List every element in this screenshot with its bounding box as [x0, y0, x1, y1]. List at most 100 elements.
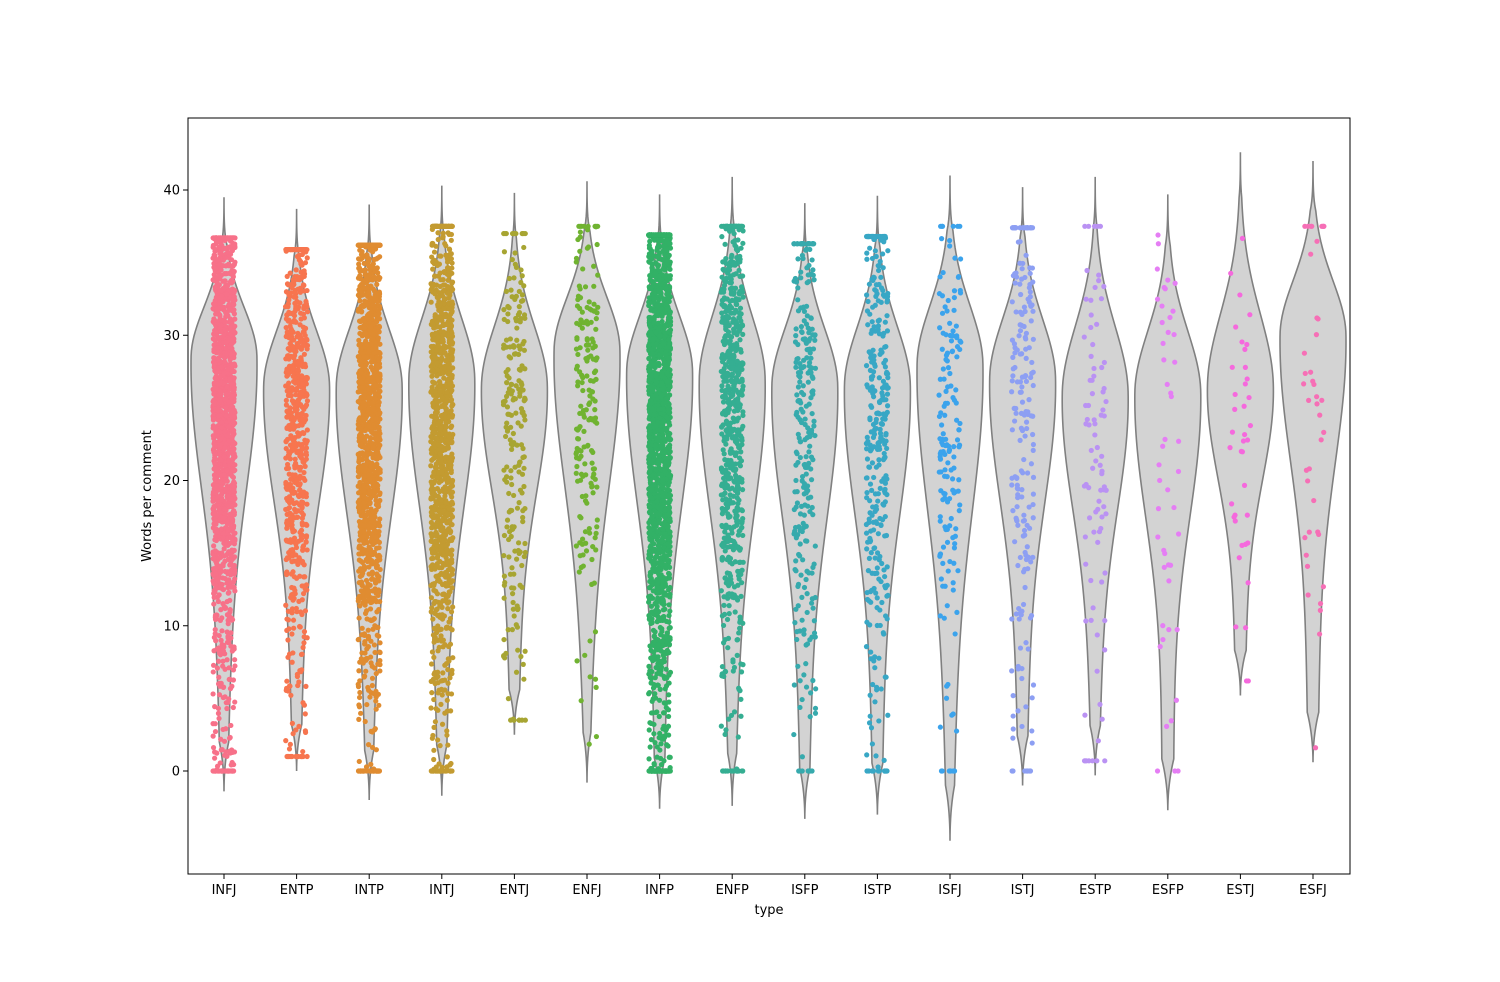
data-point [231, 385, 237, 391]
data-point [220, 515, 226, 521]
data-point [357, 388, 363, 395]
data-point [214, 665, 220, 671]
data-point [593, 316, 599, 322]
data-point [299, 262, 305, 268]
data-point [210, 691, 216, 697]
data-point [293, 408, 299, 414]
data-point [355, 637, 361, 643]
data-point [283, 738, 289, 744]
data-point [231, 289, 237, 295]
data-point [211, 566, 217, 572]
data-point [303, 392, 310, 398]
data-point [593, 547, 599, 553]
data-point [365, 395, 371, 401]
data-point [213, 521, 219, 527]
data-point [443, 419, 449, 425]
data-point [583, 342, 590, 348]
data-point [373, 565, 380, 571]
data-point [366, 687, 372, 693]
data-point [509, 294, 515, 300]
data-point [377, 316, 383, 322]
data-point [428, 595, 435, 601]
data-point [300, 381, 306, 387]
data-point [211, 511, 218, 517]
data-point [292, 319, 298, 325]
data-point [373, 534, 379, 540]
data-point [503, 474, 510, 480]
data-point [218, 329, 224, 335]
data-point [449, 260, 455, 266]
data-point [449, 299, 455, 305]
data-point [576, 223, 582, 229]
data-point [374, 609, 380, 615]
data-point [377, 476, 383, 482]
data-point [231, 413, 237, 419]
data-point [362, 285, 368, 291]
data-point [283, 438, 289, 444]
data-point [211, 401, 217, 407]
data-point [439, 223, 445, 229]
data-point [229, 683, 235, 689]
data-point [217, 683, 223, 689]
data-point [215, 284, 221, 290]
data-point [285, 654, 291, 660]
data-point [441, 350, 448, 356]
data-point [510, 599, 516, 606]
data-point [441, 296, 448, 302]
violin-enfj [553, 181, 621, 783]
data-point [230, 442, 236, 448]
data-point [357, 247, 363, 253]
data-point [437, 743, 443, 749]
data-point [299, 504, 305, 510]
data-point [283, 333, 289, 340]
data-point [212, 704, 218, 710]
data-point [501, 467, 507, 473]
data-point [366, 289, 372, 295]
data-point [573, 346, 580, 352]
data-point [289, 559, 295, 565]
data-point [302, 574, 308, 580]
data-point [216, 505, 222, 512]
data-point [356, 615, 362, 621]
data-point [296, 623, 303, 630]
data-point [216, 692, 223, 698]
data-point [579, 541, 586, 547]
data-point [230, 647, 236, 653]
data-point [507, 571, 514, 577]
data-point [212, 721, 218, 727]
data-point [368, 761, 374, 767]
data-point [369, 429, 375, 435]
data-point [522, 540, 528, 547]
data-point [291, 625, 297, 631]
data-point [225, 458, 232, 464]
data-point [297, 487, 303, 493]
data-point [447, 409, 453, 415]
data-point [437, 379, 443, 385]
data-point [437, 488, 443, 495]
data-point [298, 533, 304, 539]
data-point [210, 525, 216, 531]
data-point [356, 668, 362, 674]
data-point [221, 553, 227, 559]
data-point [356, 287, 362, 293]
points-layer [210, 223, 1327, 774]
data-point [522, 648, 528, 654]
data-point [304, 336, 310, 342]
data-point [373, 450, 379, 456]
data-point [519, 382, 525, 388]
data-point [436, 261, 443, 267]
data-point [376, 633, 382, 639]
data-point [431, 637, 438, 643]
data-point [211, 447, 217, 453]
data-point [293, 753, 299, 760]
data-point [429, 649, 436, 655]
data-point [298, 310, 304, 316]
data-point [286, 291, 292, 297]
data-point [591, 263, 597, 269]
data-point [210, 733, 216, 739]
data-point [216, 413, 222, 419]
data-point [211, 252, 217, 258]
data-point [514, 505, 521, 511]
data-point [231, 242, 237, 248]
data-point [228, 762, 234, 768]
